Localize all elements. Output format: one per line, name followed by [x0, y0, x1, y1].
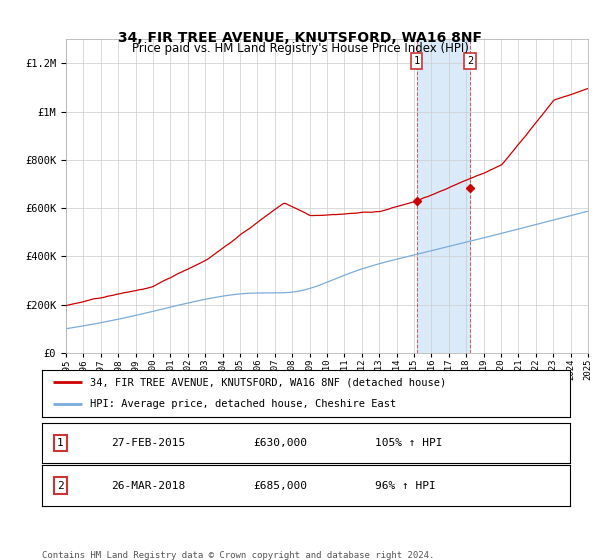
Text: 2: 2 [57, 480, 64, 491]
Text: £630,000: £630,000 [253, 438, 307, 448]
Text: £685,000: £685,000 [253, 480, 307, 491]
Text: Price paid vs. HM Land Registry's House Price Index (HPI): Price paid vs. HM Land Registry's House … [131, 42, 469, 55]
Text: 26-MAR-2018: 26-MAR-2018 [110, 480, 185, 491]
Text: 27-FEB-2015: 27-FEB-2015 [110, 438, 185, 448]
Text: 96% ↑ HPI: 96% ↑ HPI [374, 480, 436, 491]
Text: 34, FIR TREE AVENUE, KNUTSFORD, WA16 8NF (detached house): 34, FIR TREE AVENUE, KNUTSFORD, WA16 8NF… [89, 377, 446, 388]
Text: 1: 1 [57, 438, 64, 448]
Bar [416, 39, 470, 353]
Text: 105% ↑ HPI: 105% ↑ HPI [374, 438, 442, 448]
Text: 1: 1 [413, 56, 420, 66]
Text: 34, FIR TREE AVENUE, KNUTSFORD, WA16 8NF: 34, FIR TREE AVENUE, KNUTSFORD, WA16 8NF [118, 31, 482, 45]
Text: Contains HM Land Registry data © Crown copyright and database right 2024.: Contains HM Land Registry data © Crown c… [42, 551, 434, 560]
Text: HPI: Average price, detached house, Cheshire East: HPI: Average price, detached house, Ches… [89, 399, 396, 409]
Text: 2: 2 [467, 56, 473, 66]
